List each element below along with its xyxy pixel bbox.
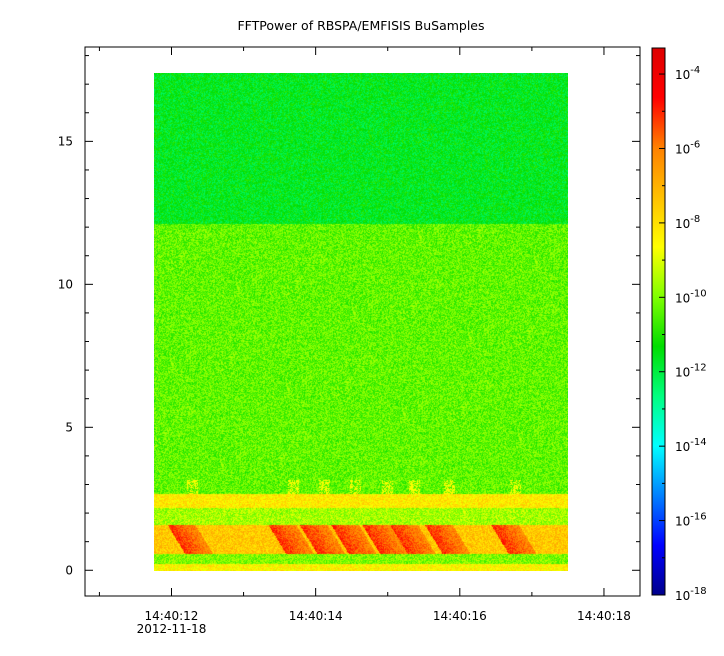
colorbar-tick-label: 10-18 <box>675 586 707 603</box>
chart-title: FFTPower of RBSPA/EMFISIS BuSamples <box>237 18 484 33</box>
y-tick-label: 15 <box>58 134 73 148</box>
x-tick-label: 14:40:12 <box>145 609 199 623</box>
colorbar-gradient <box>651 47 666 596</box>
x-tick-label: 14:40:16 <box>433 609 487 623</box>
colorbar: 10-18 10-16 10-14 10-12 10-10 10-8 10-6 10-4 <box>651 47 707 603</box>
x-tick-label: 14:40:18 <box>577 609 631 623</box>
colorbar-tick-label: 10-8 <box>675 214 700 231</box>
y-axis: 0 5 10 15 <box>58 55 640 577</box>
y-tick-label: 10 <box>58 277 73 291</box>
x-tick-label: 14:40:14 <box>289 609 343 623</box>
x-tick-date-label: 2012-11-18 <box>137 622 207 636</box>
y-tick-label: 0 <box>65 563 73 577</box>
colorbar-tick-label: 10-16 <box>675 512 707 529</box>
colorbar-tick-label: 10-12 <box>675 363 707 380</box>
y-tick-label: 5 <box>65 420 73 434</box>
spectrogram-heatmap <box>154 73 568 571</box>
colorbar-tick-label: 10-14 <box>675 437 707 454</box>
colorbar-tick-label: 10-6 <box>675 139 700 156</box>
colorbar-tick-label: 10-4 <box>675 65 700 82</box>
colorbar-tick-label: 10-10 <box>675 288 707 305</box>
colorbar-ticks: 10-18 10-16 10-14 10-12 10-10 10-8 10-6 10-4 <box>659 65 707 603</box>
